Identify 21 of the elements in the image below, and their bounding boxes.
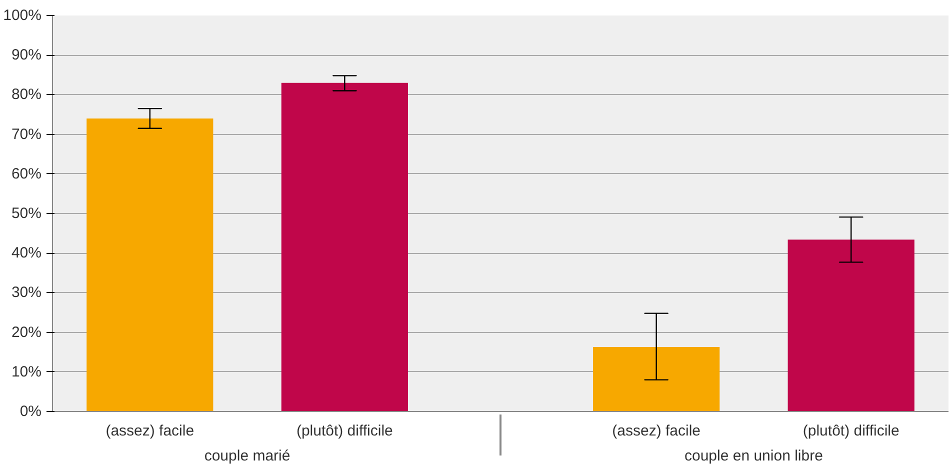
y-tick-label: 20% <box>11 324 42 341</box>
bar <box>788 240 914 412</box>
y-tick-label: 10% <box>11 363 42 380</box>
y-tick-label: 30% <box>11 284 42 302</box>
y-tick-label: 100% <box>3 7 42 24</box>
y-tick-label: 60% <box>11 165 42 182</box>
series-label: (plutôt) difficile <box>296 422 393 440</box>
y-tick-label: 40% <box>11 244 42 262</box>
y-tick-label: 70% <box>11 126 42 143</box>
series-label: (assez) facile <box>106 422 194 440</box>
y-tick-label: 80% <box>11 86 42 104</box>
bar <box>593 346 720 412</box>
text: (plutôt) difficile <box>802 422 900 440</box>
bar <box>86 118 214 412</box>
y-tick-label: 50% <box>11 205 42 222</box>
bar <box>281 82 408 412</box>
y-tick-label: 90% <box>11 46 42 64</box>
y-tick-label: 0% <box>20 403 42 420</box>
x-tick-label: couple marié <box>204 448 290 464</box>
x-tick-label: couple en union libre <box>684 448 823 464</box>
text: (assez) facile <box>612 422 701 440</box>
